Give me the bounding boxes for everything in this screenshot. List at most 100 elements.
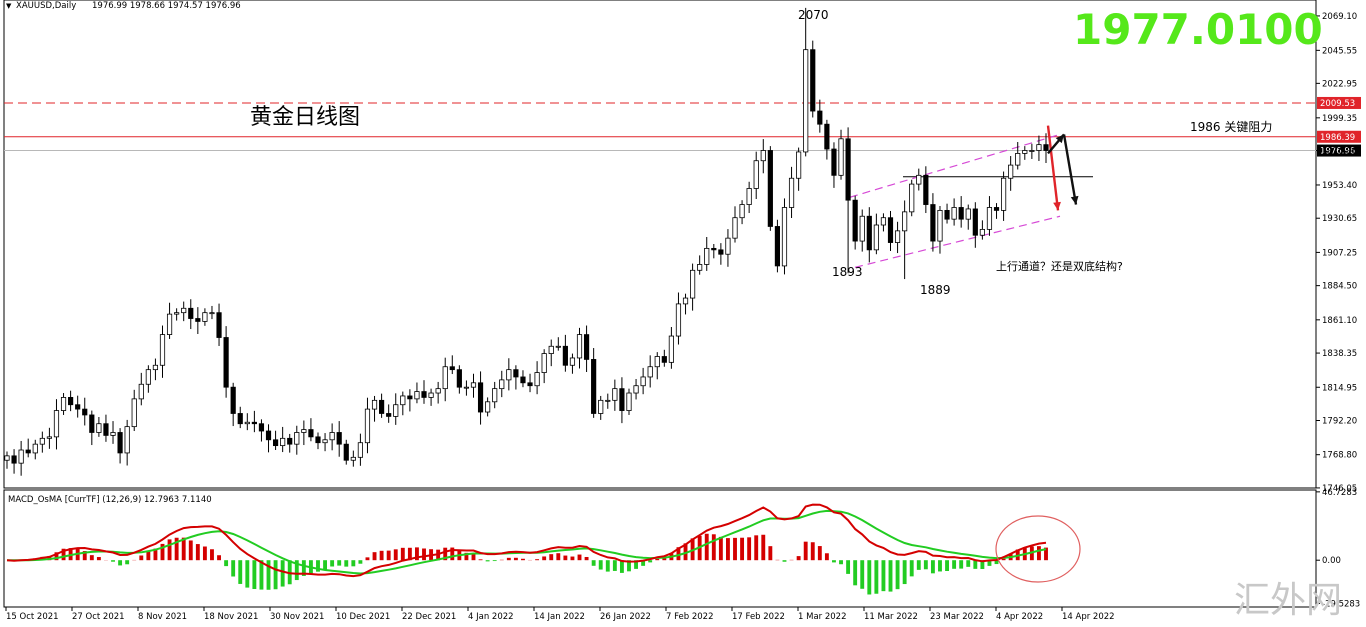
candle-body [46,436,52,439]
candle-body [866,215,872,251]
level-price-label: 1976.96 [1320,147,1355,157]
candle-body [492,388,498,403]
candle-body [407,395,413,400]
candle-body [1015,153,1021,166]
scenario-arrow-head [1055,134,1064,144]
candle-body [803,49,809,153]
candle-body [485,401,491,413]
candle-body [923,174,929,205]
candle-body [379,399,385,414]
candle-body [18,449,24,464]
candle-body [1036,144,1042,151]
candle-body [640,376,646,387]
candle-body [548,345,554,354]
date-tick-label: 8 Nov 2021 [138,612,187,622]
candle-body [251,421,257,425]
scenario-arrow [1046,125,1060,211]
candle-body [400,395,406,406]
candle-body [583,334,590,360]
candle-body [774,226,781,267]
date-tick-label: 1 Mar 2022 [798,612,846,622]
macd-tick-label: -29.5283 [1322,599,1360,609]
candle-body [202,312,208,322]
level-price-box [1317,96,1361,109]
candle-body [477,382,484,413]
candle-body [711,247,717,251]
channel-lower-line [854,215,1061,268]
candle-body [152,364,159,371]
price-tick-label: 1976.96 [1322,147,1357,157]
channel-upper-line [849,133,1061,198]
candle-body [32,443,38,454]
scenario-arrow [1062,134,1078,205]
candle-body [68,397,74,406]
price-tick-label: 1861.10 [1322,316,1357,326]
candle-body [53,410,60,438]
candle-body [110,432,116,436]
candle-body [280,437,286,447]
candle-body [831,148,837,176]
candle-body [541,353,547,373]
candle-body [647,366,653,378]
candle-body [449,366,455,371]
candle-body [873,224,879,251]
price-tick-label: 1999.35 [1322,114,1357,124]
candle-body [421,391,427,398]
price-pane-frame [3,0,1317,489]
candle-body [272,439,279,447]
candle-body [654,356,660,368]
price-tick-label: 1814.95 [1322,383,1357,393]
candle-body [60,397,67,411]
price-tick-label: 1907.25 [1322,248,1357,258]
price-tick-label: 2069.10 [1322,12,1357,22]
macd-line [6,503,1047,578]
macd-tick-label: 46.7283 [1322,488,1357,498]
resistance-label: 1986 关键阻力 [1190,120,1272,134]
candle-body [951,207,957,220]
candle-body [1043,144,1049,151]
price-axis: 2069.10 2045.55 2022.95 1999.35 1976.96 1953.… [1316,12,1357,494]
watermark: 汇外网 [1234,580,1342,621]
candle-body [315,436,321,444]
level-price-label: 2009.53 [1320,99,1355,109]
candle-body [817,110,823,125]
candle-body [958,207,964,220]
candle-body [527,382,533,387]
date-tick-label: 27 Oct 2021 [72,612,125,622]
candle-body [704,247,710,265]
candle-body [159,334,166,366]
candle-body [499,379,505,390]
level-price-label: 1986.39 [1320,133,1355,143]
level-price-box [1317,144,1361,157]
candle-body [859,215,865,242]
candle-body [739,204,745,219]
candle-body [965,208,971,220]
price-tick-label: 1930.65 [1322,214,1357,224]
candle-body [181,307,187,314]
candle-body [244,421,250,425]
candle-body [336,432,342,445]
date-tick-label: 14 Jan 2022 [534,612,585,622]
scenario-arrows [1046,125,1079,211]
candle-body [513,369,519,378]
candle-body [25,449,31,454]
candle-body [1001,177,1007,211]
candle-body [506,369,512,381]
candle-body [188,307,194,319]
candle-body [894,230,901,243]
macd-indicator: 46.7283 0.00 -29.5283 [6,488,1360,609]
candle-body [117,432,123,454]
candle-body [880,217,887,226]
candle-body [166,313,173,335]
macd-tick-label: 0.00 [1322,556,1341,566]
candle-body [223,337,229,388]
low-label-1889: 1889 [920,283,951,297]
header-triangle-icon[interactable]: ▼ [6,2,12,10]
candle-body [746,188,752,205]
candle-body [470,382,477,388]
high-label: 2070 [798,8,829,22]
candle-body [96,423,102,433]
candle-body [435,388,441,394]
date-tick-label: 26 Jan 2022 [600,612,651,622]
